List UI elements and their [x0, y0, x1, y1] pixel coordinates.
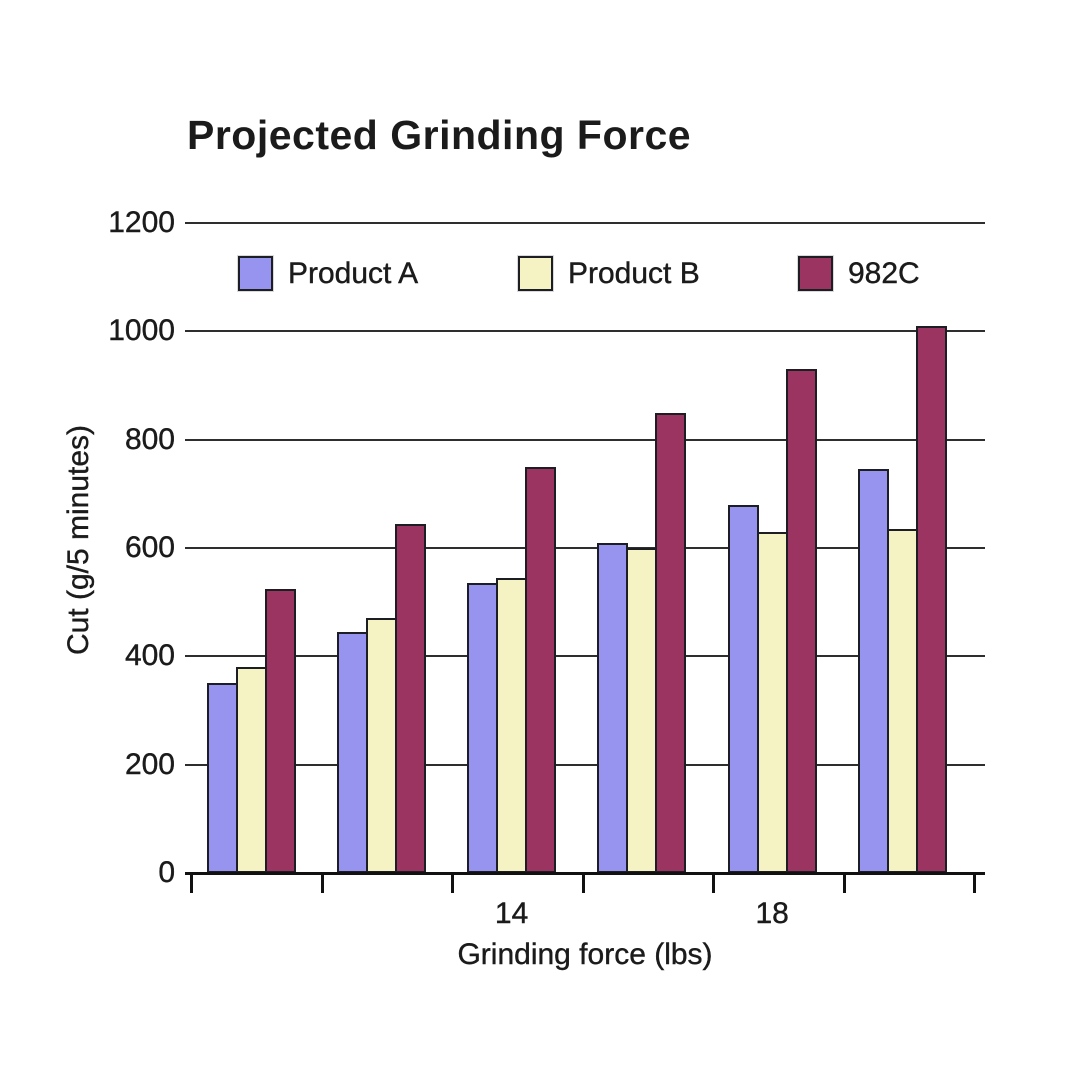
x-axis-tick-3 [581, 874, 585, 893]
bar-982c-group-1 [264, 589, 296, 873]
gridline-600 [185, 547, 985, 549]
x-axis-title: Grinding force (lbs) [457, 938, 713, 971]
bar-product-b-group-2 [365, 618, 397, 873]
bar-982c-group-4 [655, 413, 687, 873]
x-axis-tick-4 [712, 874, 715, 893]
bar-product-a-group-5 [727, 505, 759, 873]
x-axis-line [185, 872, 985, 875]
bar-product-b-group-6 [887, 529, 918, 873]
bar-982c-group-2 [394, 524, 426, 873]
x-axis-tick-2 [451, 874, 454, 893]
gridline-1000 [185, 330, 985, 333]
bar-product-b-group-4 [626, 548, 658, 873]
legend-label-product-a: Product A [288, 257, 419, 290]
bar-product-a-group-4 [597, 543, 629, 873]
bar-product-a-group-2 [336, 632, 368, 873]
chart-title: Projected Grinding Force [187, 112, 692, 158]
bar-982c-group-6 [916, 326, 947, 873]
bar-product-b-group-5 [756, 532, 788, 873]
plot-area [185, 222, 985, 893]
bar-product-b-group-1 [235, 667, 267, 873]
y-tick-label-0: 0 [158, 856, 175, 889]
bar-product-a-group-6 [858, 469, 889, 873]
x-axis-tick-0 [190, 874, 193, 893]
bar-982c-group-3 [525, 467, 557, 873]
legend-label-982c: 982C [848, 257, 920, 290]
gridline-1200 [185, 222, 985, 224]
x-tick-label-18: 18 [755, 897, 789, 930]
gridline-400 [185, 655, 985, 658]
legend-label-product-b: Product B [568, 257, 700, 290]
legend-swatch-982c [798, 256, 833, 291]
gridline-200 [185, 763, 985, 766]
x-axis-tick-6 [973, 874, 976, 893]
bar-product-b-group-3 [496, 578, 528, 873]
legend-swatch-product-a [238, 256, 273, 291]
y-tick-label-1200: 1200 [108, 206, 175, 239]
bar-product-a-group-3 [467, 583, 499, 873]
gridline-800 [185, 438, 985, 441]
x-tick-label-14: 14 [494, 897, 529, 930]
bar-982c-group-5 [785, 369, 817, 873]
legend-swatch-product-b [518, 256, 553, 291]
x-axis-tick-5 [842, 874, 846, 893]
y-tick-label-1000: 1000 [108, 314, 175, 348]
bar-product-a-group-1 [206, 683, 238, 873]
y-tick-label-600: 600 [124, 531, 175, 564]
y-tick-label-200: 200 [124, 747, 175, 781]
x-axis-tick-1 [320, 874, 324, 893]
y-tick-label-800: 800 [124, 422, 175, 456]
y-tick-label-400: 400 [124, 639, 175, 673]
